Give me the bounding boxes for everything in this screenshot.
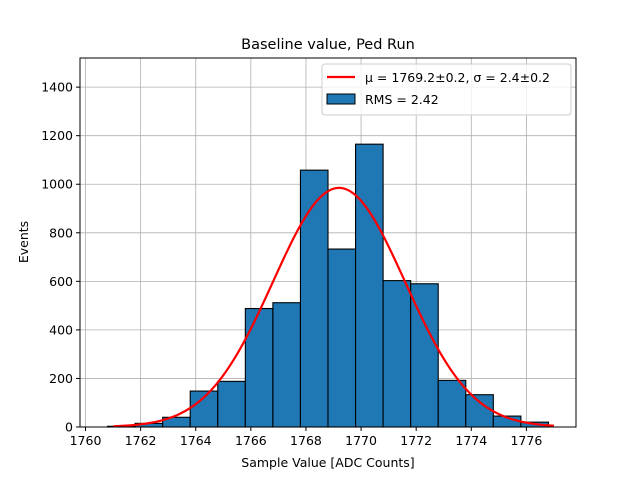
histogram-bar: [299, 169, 329, 428]
legend-fit-label: μ = 1769.2±0.2, σ = 2.4±0.2: [365, 70, 550, 85]
legend: μ = 1769.2±0.2, σ = 2.4±0.2 RMS = 2.42: [321, 63, 572, 116]
x-tick-label: 1760: [70, 433, 102, 448]
y-tick-label: 200: [49, 371, 73, 386]
x-tick-label: 1764: [180, 433, 212, 448]
axes-frame: [79, 57, 577, 428]
x-tick-label: 1774: [455, 433, 487, 448]
y-tick-label: 400: [49, 322, 73, 337]
y-tick-label: 1200: [41, 128, 73, 143]
legend-box: [321, 63, 572, 116]
y-tick-label: 600: [49, 274, 73, 289]
histogram-bar: [410, 283, 439, 428]
chart-title: Baseline value, Ped Run: [241, 37, 415, 53]
histogram-bar: [437, 379, 467, 428]
x-tick-label: 1766: [235, 433, 267, 448]
y-tick-label: 1400: [41, 80, 73, 95]
histogram-bar: [465, 394, 494, 428]
fit-curve: [113, 186, 555, 428]
legend-histogram-label: RMS = 2.42: [365, 92, 439, 107]
x-tick-label: 1770: [345, 433, 377, 448]
x-tick-label: 1762: [125, 433, 157, 448]
y-tick-label: 0: [65, 420, 73, 435]
legend-histogram-swatch: [326, 93, 356, 105]
y-tick-label: 1000: [41, 177, 73, 192]
histogram-bar: [244, 307, 274, 428]
histogram-bar: [355, 143, 384, 428]
x-axis-label: Sample Value [ADC Counts]: [241, 455, 414, 470]
y-axis-label: Events: [16, 221, 31, 263]
x-tick-label: 1772: [400, 433, 432, 448]
y-axis-ticks: 0 200 400 600 800 1000 1200 1400: [41, 80, 80, 435]
histogram-bar: [327, 248, 357, 428]
histogram-bar: [217, 380, 246, 428]
histogram-bar: [382, 280, 412, 428]
gaussian-fit: [113, 186, 555, 428]
x-tick-label: 1776: [510, 433, 542, 448]
x-axis-ticks: 1760 1762 1764 1766 1768 1770 1772 1774 1776: [70, 427, 542, 448]
x-tick-label: 1768: [290, 433, 322, 448]
y-tick-label: 800: [49, 225, 73, 240]
histogram-bar: [272, 302, 301, 428]
